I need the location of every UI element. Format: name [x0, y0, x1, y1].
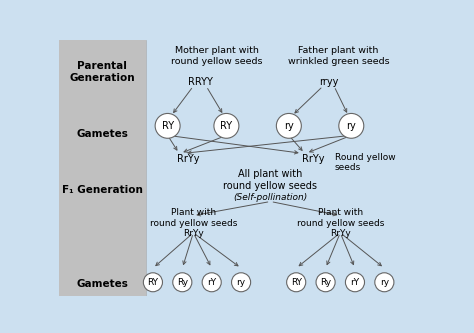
Text: RrYy: RrYy: [301, 154, 324, 164]
Text: RY: RY: [147, 278, 158, 287]
Bar: [59, 40, 146, 296]
Text: Parental
Generation: Parental Generation: [70, 61, 135, 83]
Ellipse shape: [155, 114, 180, 138]
Text: Mother plant with
round yellow seeds: Mother plant with round yellow seeds: [172, 46, 263, 66]
Text: Plant with
round yellow seeds
RrYy: Plant with round yellow seeds RrYy: [297, 208, 384, 238]
Ellipse shape: [287, 273, 306, 292]
Ellipse shape: [214, 114, 239, 138]
Ellipse shape: [173, 273, 192, 292]
Text: ry: ry: [380, 278, 389, 287]
Ellipse shape: [375, 273, 394, 292]
Text: RY: RY: [291, 278, 301, 287]
Text: Gametes: Gametes: [76, 129, 128, 139]
Ellipse shape: [143, 273, 163, 292]
Ellipse shape: [316, 273, 335, 292]
Text: Father plant with
wrinkled green seeds: Father plant with wrinkled green seeds: [288, 46, 389, 66]
Text: rY: rY: [207, 278, 216, 287]
Text: RY: RY: [220, 121, 232, 131]
Text: Plant with
round yellow seeds
RrYy: Plant with round yellow seeds RrYy: [150, 208, 237, 238]
Text: RY: RY: [162, 121, 173, 131]
Ellipse shape: [276, 114, 301, 138]
Text: All plant with
round yellow seeds: All plant with round yellow seeds: [223, 169, 318, 190]
Text: ry: ry: [284, 121, 294, 131]
Text: rY: rY: [350, 278, 360, 287]
Text: Ry: Ry: [177, 278, 188, 287]
Text: RrYy: RrYy: [177, 154, 199, 164]
Text: RRYY: RRYY: [188, 77, 213, 87]
Ellipse shape: [202, 273, 221, 292]
Text: (Self-pollination): (Self-pollination): [233, 193, 308, 202]
Text: ry: ry: [237, 278, 246, 287]
Ellipse shape: [346, 273, 365, 292]
Text: Ry: Ry: [320, 278, 331, 287]
Text: F₁ Generation: F₁ Generation: [62, 185, 143, 195]
Text: ry: ry: [346, 121, 356, 131]
Ellipse shape: [339, 114, 364, 138]
Text: rryy: rryy: [319, 77, 339, 87]
Text: Gametes: Gametes: [76, 278, 128, 289]
Ellipse shape: [231, 273, 251, 292]
Text: Round yellow
seeds: Round yellow seeds: [335, 153, 395, 172]
